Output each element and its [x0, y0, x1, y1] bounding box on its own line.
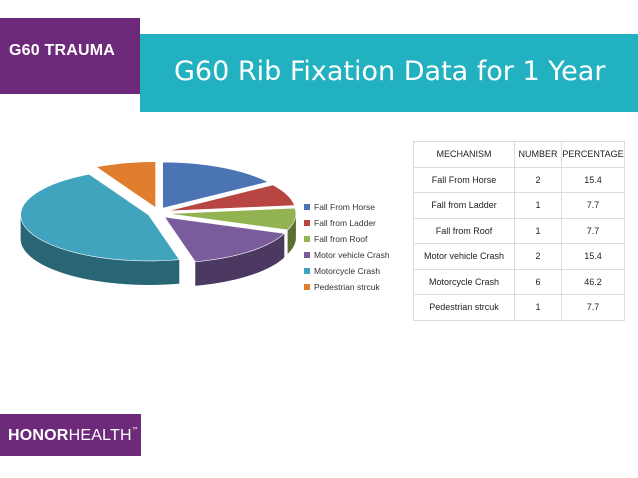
- legend-swatch: [304, 284, 310, 290]
- cell-mechanism: Fall from Roof: [413, 217, 515, 244]
- legend-label: Motorcycle Crash: [314, 266, 381, 276]
- header-percentage: PERCENTAGE: [561, 141, 625, 168]
- cell-number: 1: [514, 217, 562, 244]
- table-row: Fall from Roof 1 7.7: [413, 217, 625, 244]
- table-header-row: MECHANISM NUMBER PERCENTAGE: [413, 141, 625, 168]
- title-bar: G60 Rib Fixation Data for 1 Year: [140, 34, 638, 112]
- table-row: Pedestrian strcuk 1 7.7: [413, 294, 625, 321]
- legend-item: Pedestrian strcuk: [304, 279, 390, 295]
- table-row: Motorcycle Crash 6 46.2: [413, 268, 625, 295]
- pie-slice: [167, 207, 297, 231]
- table-row: Fall from Ladder 1 7.7: [413, 192, 625, 219]
- mechanism-table: MECHANISM NUMBER PERCENTAGE Fall From Ho…: [413, 141, 625, 321]
- pie-slice-side: [195, 233, 285, 286]
- cell-mechanism: Fall From Horse: [413, 166, 515, 193]
- chart-legend: Fall From Horse Fall from Ladder Fall fr…: [304, 199, 390, 295]
- pie-slice-side: [20, 214, 180, 285]
- cell-percentage: 7.7: [561, 192, 625, 219]
- pie-slice: [20, 173, 180, 262]
- legend-label: Motor vehicle Crash: [314, 250, 390, 260]
- table-row: Fall From Horse 2 15.4: [413, 166, 625, 193]
- brand-label: G60 TRAUMA: [9, 42, 116, 59]
- pie-slice: [163, 216, 285, 263]
- cell-number: 2: [514, 243, 562, 270]
- legend-label: Pedestrian strcuk: [314, 282, 380, 292]
- legend-item: Motorcycle Crash: [304, 263, 390, 279]
- legend-label: Fall from Roof: [314, 234, 368, 244]
- legend-swatch: [304, 204, 310, 210]
- cell-percentage: 15.4: [561, 166, 625, 193]
- cell-percentage: 7.7: [561, 294, 625, 321]
- legend-label: Fall from Ladder: [314, 218, 376, 228]
- legend-item: Fall from Ladder: [304, 215, 390, 231]
- legend-item: Fall from Roof: [304, 231, 390, 247]
- cell-mechanism: Motorcycle Crash: [413, 268, 515, 295]
- cell-number: 1: [514, 192, 562, 219]
- pie-slice-side: [287, 213, 296, 254]
- pie-slice: [162, 161, 269, 209]
- legend-swatch: [304, 220, 310, 226]
- table-row: Motor vehicle Crash 2 15.4: [413, 243, 625, 270]
- legend-swatch: [304, 252, 310, 258]
- cell-mechanism: Motor vehicle Crash: [413, 243, 515, 270]
- header-mechanism: MECHANISM: [413, 141, 515, 168]
- cell-percentage: 7.7: [561, 217, 625, 244]
- cell-number: 6: [514, 268, 562, 295]
- legend-swatch: [304, 236, 310, 242]
- legend-item: Fall From Horse: [304, 199, 390, 215]
- logo-text: HONORHEALTH™: [8, 427, 138, 444]
- cell-percentage: 46.2: [561, 268, 625, 295]
- cell-mechanism: Pedestrian strcuk: [413, 294, 515, 321]
- pie-slice: [167, 184, 295, 212]
- cell-mechanism: Fall from Ladder: [413, 192, 515, 219]
- legend-label: Fall From Horse: [314, 202, 375, 212]
- pie-slice: [95, 161, 156, 209]
- cell-number: 1: [514, 294, 562, 321]
- cell-percentage: 15.4: [561, 243, 625, 270]
- brand-box: G60 TRAUMA: [0, 18, 140, 94]
- pie-chart: [20, 161, 297, 286]
- page-title: G60 Rib Fixation Data for 1 Year: [174, 56, 606, 87]
- legend-swatch: [304, 268, 310, 274]
- legend-item: Motor vehicle Crash: [304, 247, 390, 263]
- cell-number: 2: [514, 166, 562, 193]
- honorhealth-logo: HONORHEALTH™: [0, 414, 141, 456]
- header-number: NUMBER: [514, 141, 562, 168]
